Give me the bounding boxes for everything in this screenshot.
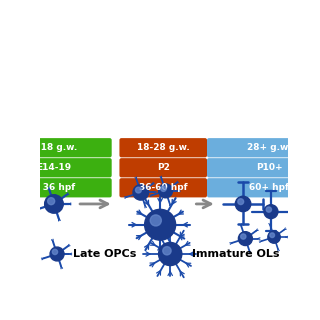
Circle shape <box>161 186 166 191</box>
Text: E14-19: E14-19 <box>36 163 71 172</box>
Circle shape <box>133 185 148 200</box>
Text: Immature OLs: Immature OLs <box>192 249 279 259</box>
Text: Late OPCs: Late OPCs <box>73 249 136 259</box>
Circle shape <box>238 199 244 204</box>
Circle shape <box>52 249 58 254</box>
Text: 36-60 hpf: 36-60 hpf <box>139 183 188 192</box>
Text: P2: P2 <box>157 163 170 172</box>
Circle shape <box>241 234 246 239</box>
FancyBboxPatch shape <box>119 158 207 177</box>
Circle shape <box>45 195 63 213</box>
Text: 28+ g.w.: 28+ g.w. <box>247 143 291 152</box>
FancyBboxPatch shape <box>0 158 112 177</box>
Text: 60+ hpf: 60+ hpf <box>249 183 289 192</box>
Circle shape <box>159 184 172 198</box>
FancyBboxPatch shape <box>0 178 112 197</box>
Circle shape <box>235 196 251 212</box>
FancyBboxPatch shape <box>119 178 207 197</box>
Text: < 36 hpf: < 36 hpf <box>32 183 75 192</box>
Text: 18-28 g.w.: 18-28 g.w. <box>137 143 190 152</box>
Circle shape <box>270 233 275 237</box>
FancyBboxPatch shape <box>207 138 320 157</box>
Text: P10+: P10+ <box>256 163 282 172</box>
Circle shape <box>48 198 55 205</box>
Circle shape <box>266 207 271 212</box>
Circle shape <box>163 247 171 255</box>
Circle shape <box>50 247 64 261</box>
FancyBboxPatch shape <box>119 138 207 157</box>
Circle shape <box>264 205 278 219</box>
FancyBboxPatch shape <box>207 158 320 177</box>
Text: < 18 g.w.: < 18 g.w. <box>30 143 77 152</box>
Circle shape <box>238 232 252 245</box>
FancyBboxPatch shape <box>0 138 112 157</box>
Circle shape <box>159 243 182 266</box>
FancyBboxPatch shape <box>207 178 320 197</box>
Circle shape <box>150 215 161 226</box>
Circle shape <box>268 231 280 243</box>
Circle shape <box>135 187 141 193</box>
Circle shape <box>145 209 176 240</box>
